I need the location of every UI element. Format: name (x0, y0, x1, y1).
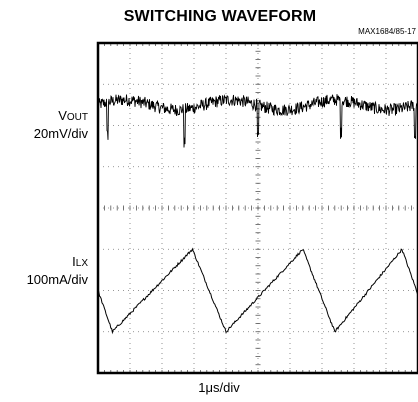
vout-scale: 20mV/div (33, 126, 88, 141)
scope-traces (97, 94, 418, 335)
vout-label-sub: OUT (66, 112, 88, 123)
ilx-label: ILX 100mA/div (0, 254, 88, 288)
scope-grid (97, 42, 418, 374)
vout-trace (97, 94, 418, 148)
ilx-label-sub: LX (75, 258, 88, 269)
vout-label: VOUT 20mV/div (0, 108, 88, 142)
ilx-label-main: I (72, 254, 76, 269)
figure-id: MAX1684/85-17 (358, 27, 416, 36)
vout-label-main: V (58, 108, 67, 123)
ilx-trace (97, 247, 418, 335)
x-axis-label: 1μs/div (198, 380, 240, 395)
ilx-scale: 100mA/div (26, 272, 88, 287)
chart-title: SWITCHING WAVEFORM (123, 8, 317, 25)
scope-frame (96, 41, 418, 375)
